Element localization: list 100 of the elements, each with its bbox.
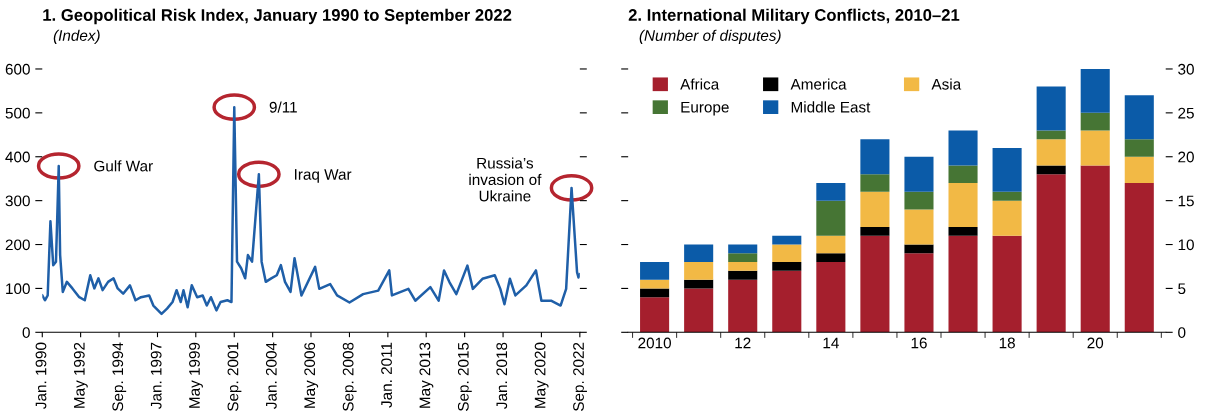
x-tick-label: Jan. 2018 xyxy=(496,342,508,409)
bar xyxy=(1036,165,1066,175)
bar xyxy=(860,174,890,192)
bar xyxy=(728,244,758,254)
annotation: Russia’s invasion of Ukraine xyxy=(469,157,542,202)
x-tick-label: 20 xyxy=(1087,337,1104,349)
legend-label: America xyxy=(790,78,847,90)
y-tick-label: 400 xyxy=(5,151,30,163)
bar xyxy=(860,226,890,236)
bar xyxy=(1080,130,1110,166)
bar xyxy=(772,262,802,271)
x-tick-label: Jan. 1990 xyxy=(35,342,47,409)
annotation: Gulf War xyxy=(94,160,153,172)
bar xyxy=(816,235,846,254)
bar xyxy=(860,235,890,333)
x-tick-label: Sep. 1994 xyxy=(112,342,127,411)
bar xyxy=(860,191,890,227)
bar xyxy=(992,200,1022,236)
y-tick-label: 30 xyxy=(1178,63,1194,75)
bar xyxy=(728,279,758,333)
bar xyxy=(948,235,978,333)
x-tick-label: Sep. 2015 xyxy=(457,342,472,411)
y-tick-label: 20 xyxy=(1178,151,1194,163)
bar xyxy=(992,191,1022,201)
bar xyxy=(772,244,802,263)
x-tick-label: Jan. 1997 xyxy=(150,342,162,409)
y-tick-label: 25 xyxy=(1178,107,1194,119)
bar xyxy=(1036,174,1066,333)
legend-label: Europe xyxy=(681,101,729,116)
bar xyxy=(1124,139,1154,157)
bar xyxy=(772,235,802,245)
chart-subtitle: (Number of disputes) xyxy=(639,29,781,44)
y-tick-label: 500 xyxy=(5,107,30,119)
bar xyxy=(904,156,934,192)
bar xyxy=(992,235,1022,333)
x-tick-label: 16 xyxy=(911,337,927,349)
bar xyxy=(816,253,846,263)
annotation: Iraq War xyxy=(295,169,352,183)
bar xyxy=(1036,130,1066,140)
bar xyxy=(640,279,670,289)
x-tick-label: May 1992 xyxy=(73,342,88,408)
bar xyxy=(772,270,802,333)
x-tick-label: Sep. 2022 xyxy=(573,342,587,411)
bar xyxy=(1080,165,1110,333)
bar xyxy=(948,130,978,166)
y-tick-label: 600 xyxy=(5,63,30,75)
x-tick-label: 12 xyxy=(735,337,751,349)
legend-label: Africa xyxy=(680,78,720,90)
bar xyxy=(684,244,714,263)
bar xyxy=(948,165,978,184)
y-tick-label: 200 xyxy=(5,239,30,251)
bar xyxy=(1036,86,1066,131)
bar xyxy=(728,253,758,263)
y-tick-label: 0 xyxy=(22,327,30,338)
annotation: 9/11 xyxy=(269,101,297,113)
x-tick-label: 14 xyxy=(823,337,839,349)
y-tick-label: 0 xyxy=(1178,327,1186,338)
x-tick-label: Jan. 2011 xyxy=(381,342,392,408)
bar xyxy=(860,139,890,175)
bar xyxy=(1124,95,1154,140)
bar xyxy=(640,262,670,280)
x-tick-label: Jan. 2004 xyxy=(265,342,277,409)
x-tick-label: May 2013 xyxy=(419,342,434,408)
x-tick-label: May 1999 xyxy=(189,342,203,408)
bar xyxy=(948,226,978,236)
bar xyxy=(948,183,978,227)
bar xyxy=(1036,139,1066,166)
x-tick-label: May 2006 xyxy=(304,342,319,408)
bar xyxy=(904,209,934,245)
bar xyxy=(816,200,846,236)
bar xyxy=(684,288,714,333)
chart-title: 1. Geopolitical Risk Index, January 1990 to September 2022 xyxy=(43,8,512,25)
y-tick-label: 100 xyxy=(6,283,30,295)
bar xyxy=(904,244,934,254)
legend-label: Middle East xyxy=(791,101,871,113)
x-tick-label: Sep. 2008 xyxy=(342,342,357,411)
bar xyxy=(684,262,714,280)
bar xyxy=(728,270,758,280)
y-tick-label: 300 xyxy=(5,195,30,207)
bar xyxy=(904,191,934,210)
y-tick-label: 10 xyxy=(1178,239,1194,251)
y-tick-label: 15 xyxy=(1178,195,1194,207)
chart-subtitle: (Index) xyxy=(53,29,100,44)
bar xyxy=(1124,183,1154,333)
x-tick-label: Sep. 2001 xyxy=(227,342,242,411)
x-tick-label: 2010 xyxy=(638,337,671,349)
bar xyxy=(816,183,846,201)
bar xyxy=(640,297,670,333)
bar xyxy=(1080,68,1110,113)
bar xyxy=(904,253,934,333)
x-tick-label: May 2020 xyxy=(534,342,549,408)
y-tick-label: 5 xyxy=(1178,283,1186,295)
x-tick-label: 18 xyxy=(999,337,1015,349)
bar xyxy=(1124,156,1154,184)
bar xyxy=(684,279,714,289)
bar xyxy=(1080,112,1110,131)
bar xyxy=(728,262,758,271)
bar xyxy=(992,147,1022,192)
bar xyxy=(816,262,846,333)
bar xyxy=(640,288,670,298)
